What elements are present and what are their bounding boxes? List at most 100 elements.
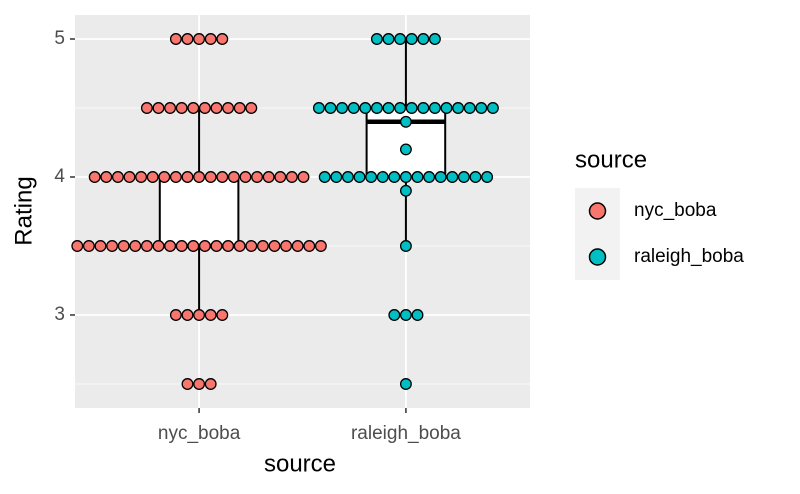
y-tick-label: 5	[54, 28, 65, 49]
dot	[146, 171, 159, 183]
dot	[187, 102, 200, 114]
dot	[411, 171, 424, 183]
dot	[434, 171, 447, 183]
dot	[233, 102, 246, 114]
dot	[330, 171, 343, 183]
dot	[452, 102, 465, 114]
dot	[382, 33, 395, 45]
panel-background	[75, 15, 530, 408]
dot	[394, 33, 407, 45]
dot	[463, 102, 476, 114]
dot	[71, 240, 84, 252]
dot	[370, 33, 383, 45]
dot	[94, 240, 107, 252]
dot	[216, 171, 229, 183]
dot	[175, 102, 188, 114]
dot	[399, 378, 412, 390]
dot	[399, 309, 412, 321]
dot	[123, 171, 136, 183]
dot	[359, 102, 372, 114]
dot	[111, 171, 124, 183]
dot	[376, 171, 389, 183]
dot	[341, 171, 354, 183]
dot	[274, 171, 287, 183]
dot	[204, 378, 217, 390]
dot	[312, 102, 325, 114]
dot	[457, 171, 470, 183]
dot	[216, 309, 229, 321]
dot	[169, 33, 182, 45]
dot	[417, 33, 430, 45]
dot	[268, 240, 281, 252]
dot	[106, 240, 119, 252]
dot	[280, 240, 293, 252]
dot	[347, 102, 360, 114]
dot	[417, 102, 430, 114]
y-axis-title: Rating	[10, 176, 37, 245]
dot	[100, 171, 113, 183]
dot	[222, 240, 235, 252]
dot	[169, 171, 182, 183]
dot	[394, 102, 407, 114]
legend-label: nyc_boba	[634, 200, 717, 221]
dot	[481, 171, 494, 183]
dot	[486, 102, 499, 114]
dot	[256, 240, 269, 252]
dot	[164, 240, 177, 252]
dot	[428, 33, 441, 45]
dot	[198, 240, 211, 252]
dot	[382, 102, 395, 114]
dot	[140, 240, 153, 252]
dot	[423, 171, 436, 183]
dot	[324, 102, 337, 114]
dot	[475, 102, 488, 114]
dot	[388, 171, 401, 183]
dot	[227, 171, 240, 183]
dot	[469, 171, 482, 183]
dot	[428, 102, 441, 114]
dot	[336, 102, 349, 114]
dot	[251, 171, 264, 183]
dot	[399, 171, 412, 183]
dot	[210, 240, 223, 252]
box	[158, 176, 240, 247]
dot	[285, 171, 298, 183]
dot	[88, 171, 101, 183]
dot	[365, 171, 378, 183]
dot	[314, 240, 327, 252]
dot	[399, 240, 412, 252]
x-tick-label: nyc_boba	[158, 423, 241, 444]
dot	[152, 240, 165, 252]
dot	[181, 33, 194, 45]
dot	[399, 184, 412, 197]
dot	[152, 102, 165, 114]
dot	[187, 240, 200, 252]
dot	[405, 102, 418, 114]
legend-swatch	[588, 248, 607, 266]
dot	[245, 102, 258, 114]
dot	[164, 102, 177, 114]
dot	[181, 309, 194, 321]
dot	[129, 240, 142, 252]
legend-title: source	[575, 146, 647, 173]
dot	[222, 102, 235, 114]
dot	[291, 240, 304, 252]
dot	[399, 143, 412, 156]
legend-label: raleigh_boba	[634, 246, 744, 267]
dot	[245, 240, 258, 252]
dot	[158, 171, 171, 183]
dot	[262, 171, 275, 183]
dot	[175, 240, 188, 252]
dot	[210, 102, 223, 114]
x-axis-title: source	[264, 450, 336, 477]
dot	[216, 33, 229, 45]
y-tick-label: 3	[54, 304, 65, 325]
dot	[405, 33, 418, 45]
dot	[193, 309, 206, 321]
marks	[71, 33, 499, 390]
dot	[169, 309, 182, 321]
dot	[233, 240, 246, 252]
dot	[239, 171, 252, 183]
dot	[181, 171, 194, 183]
